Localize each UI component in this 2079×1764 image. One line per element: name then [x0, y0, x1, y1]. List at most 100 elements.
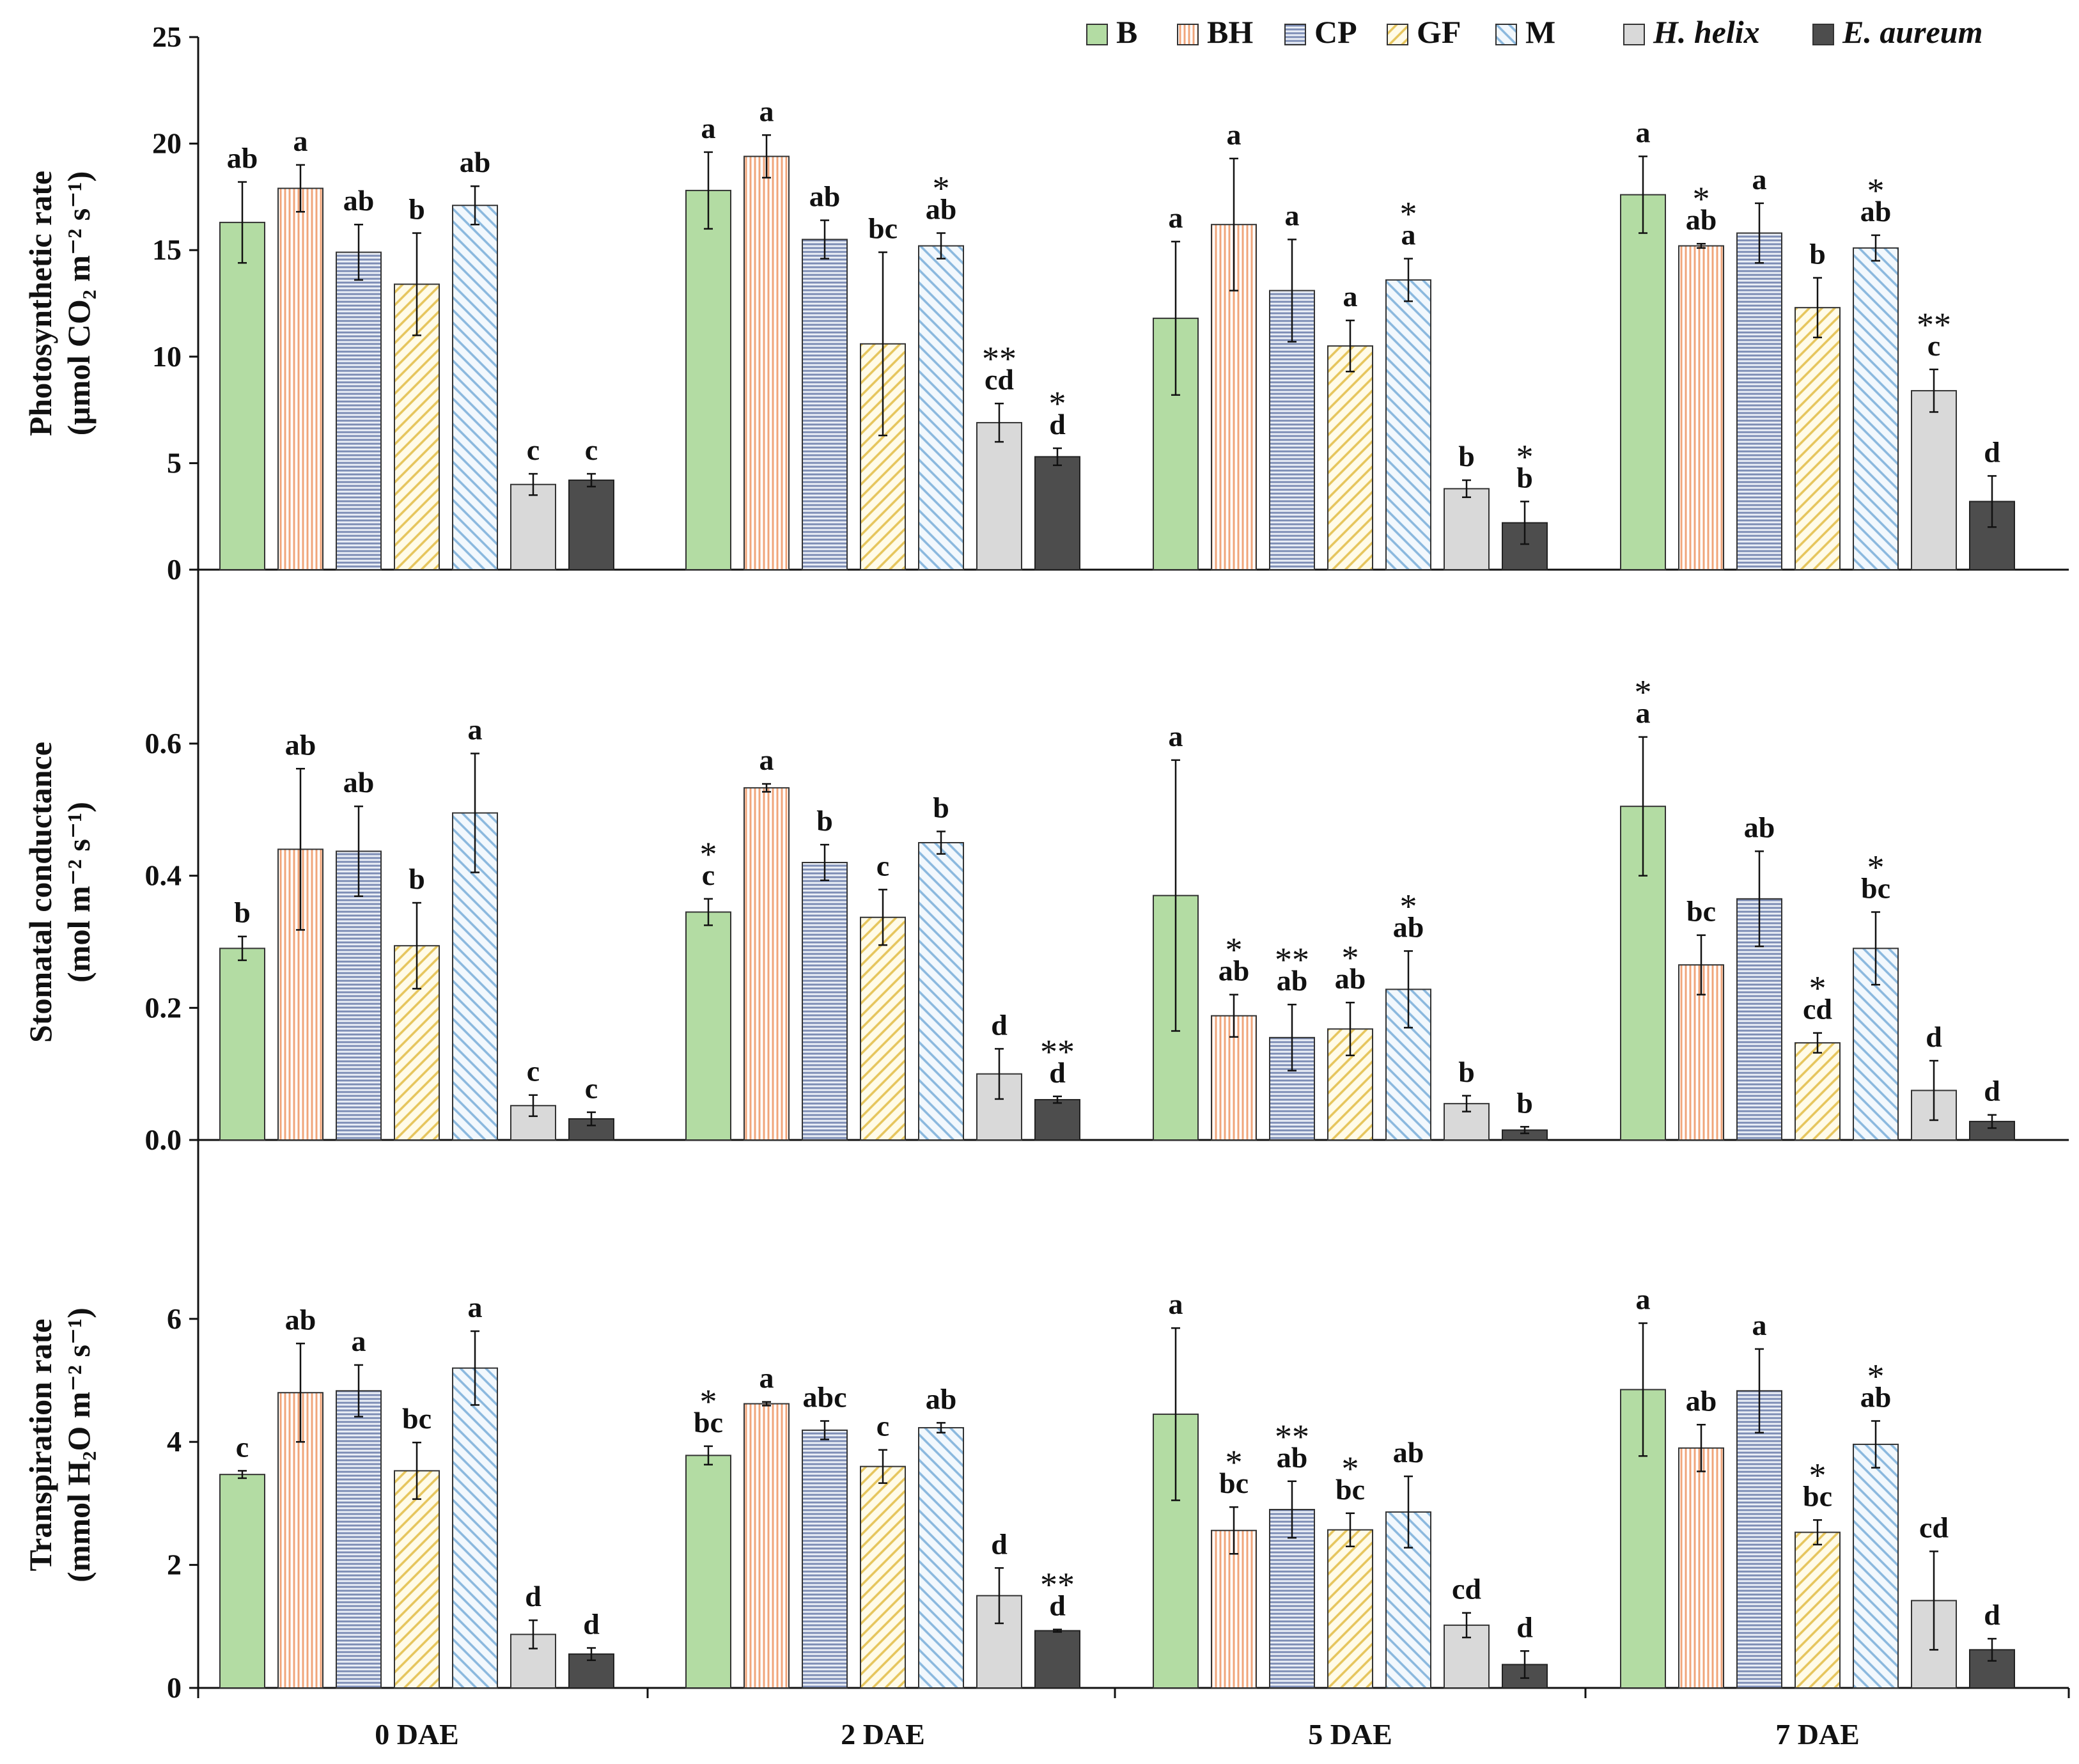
bar-transpiration-m-3 [1853, 1444, 1899, 1689]
significance-letter: a [1752, 1309, 1767, 1341]
legend-label-cp: CP [1314, 14, 1357, 50]
significance-letter: ab [1860, 1380, 1892, 1413]
bar-transpiration-bh-3 [1678, 1447, 1724, 1689]
bar-photosynthetic-hh-0 [510, 483, 556, 570]
x-axis: 0 DAE 2 DAE 5 DAE 7 DAE [375, 1718, 1860, 1751]
panel-photosynthetic: 0 5 10 15 20 25 Photosynthetic rate (μmol CO₂ m… [22, 20, 2069, 586]
significance-letter: c [236, 1430, 249, 1463]
significance-letter: bc [1335, 1473, 1365, 1506]
significance-letter: cd [1452, 1573, 1481, 1605]
bar-photosynthetic-m-3 [1853, 247, 1899, 570]
bar-transpiration-cp-2 [1269, 1509, 1315, 1689]
bar-stomatal-bh-2 [1211, 1015, 1257, 1141]
significance-star: * [700, 1382, 717, 1421]
significance-letter: a [468, 1291, 483, 1323]
y-axis-units-stomatal: (mol m⁻² s⁻¹) [61, 802, 97, 983]
significance-letter: c [876, 1410, 889, 1442]
significance-star: * [1342, 939, 1359, 977]
significance-star: ** [1917, 306, 1951, 344]
significance-letter: ab [285, 1303, 316, 1336]
significance-letter: bc [1861, 872, 1890, 905]
significance-letter: c [876, 849, 889, 882]
significance-letter: bc [1803, 1479, 1832, 1512]
significance-letter: d [991, 1008, 1008, 1041]
bar-transpiration-hh-0 [510, 1634, 556, 1689]
significance-letter: a [1285, 199, 1300, 232]
significance-star: * [1049, 384, 1066, 423]
bar-stomatal-b-0 [219, 948, 265, 1141]
y-tick-label: 20 [152, 127, 182, 160]
significance-letter: ab [285, 728, 316, 761]
significance-letter: a [1752, 163, 1767, 196]
significance-letter: c [527, 1055, 540, 1088]
y-tick-label: 6 [167, 1302, 182, 1335]
significance-letter: d [1984, 1598, 2000, 1631]
legend-label-gf: GF [1417, 14, 1461, 50]
bar-photosynthetic-b-0 [219, 221, 265, 571]
legend-swatch-ea [1812, 24, 1834, 45]
bar-photosynthetic-cp-0 [336, 251, 382, 570]
bar-photosynthetic-m-1 [918, 245, 964, 570]
significance-letter: bc [1686, 895, 1716, 928]
bar-photosynthetic-ea-1 [1034, 456, 1080, 570]
x-category-label: 7 DAE [1775, 1718, 1860, 1751]
significance-star: * [1867, 848, 1885, 887]
bar-transpiration-bh-1 [744, 1403, 790, 1689]
legend-label-hh: H. helix [1653, 14, 1760, 50]
significance-letter: ab [809, 180, 841, 213]
significance-star: * [1400, 887, 1417, 925]
bar-transpiration-cp-1 [802, 1429, 848, 1689]
bar-photosynthetic-b-3 [1620, 194, 1666, 570]
significance-letter: a [1169, 720, 1183, 753]
legend-item-m: M [1495, 14, 1555, 50]
significance-letter: cd [1803, 993, 1832, 1026]
y-tick-label: 0.4 [145, 859, 182, 892]
y-tick-label: 2 [167, 1549, 182, 1581]
significance-letter: ab [343, 184, 375, 217]
significance-letter: b [1458, 1056, 1475, 1088]
significance-letter: b [409, 193, 425, 226]
bar-stomatal-cp-1 [802, 862, 848, 1141]
significance-star: * [1635, 673, 1652, 712]
bar-photosynthetic-hh-1 [976, 422, 1022, 570]
significance-letter: a [759, 95, 774, 127]
bar-transpiration-bh-2 [1211, 1529, 1257, 1689]
bar-stomatal-m-1 [918, 842, 964, 1141]
significance-letter: ab [1686, 1384, 1717, 1417]
significance-star: * [1342, 1449, 1359, 1488]
significance-letter: ab [1277, 1441, 1308, 1474]
bar-photosynthetic-cp-3 [1736, 232, 1782, 570]
significance-letter: ab [1686, 203, 1717, 236]
significance-letter: d [1516, 1611, 1533, 1643]
significance-letter: d [583, 1607, 600, 1640]
legend-item-hh: H. helix [1623, 14, 1760, 50]
significance-letter: c [702, 859, 715, 891]
bar-transpiration-m-1 [918, 1427, 964, 1689]
bar-transpiration-cp-0 [336, 1390, 382, 1689]
significance-letter: a [352, 1325, 366, 1357]
bar-transpiration-ea-1 [1034, 1630, 1080, 1689]
bar-stomatal-cp-0 [336, 850, 382, 1141]
significance-letter: a [759, 1362, 774, 1394]
bar-transpiration-cp-3 [1736, 1390, 1782, 1689]
legend-swatch-b [1086, 24, 1108, 45]
significance-letter: a [293, 125, 308, 157]
significance-letter: ab [1393, 910, 1424, 943]
significance-letter: d [1926, 1020, 1942, 1053]
significance-letter: ab [926, 1382, 957, 1415]
bar-stomatal-bh-1 [744, 787, 790, 1141]
legend-item-gf: GF [1387, 14, 1461, 50]
bar-transpiration-b-0 [219, 1474, 265, 1689]
legend-label-m: M [1525, 14, 1555, 50]
y-tick-label: 25 [152, 20, 182, 53]
bar-transpiration-b-1 [685, 1455, 731, 1689]
legend-item-bh: BH [1177, 14, 1253, 50]
y-axis-title-stomatal: Stomatal conductance [22, 742, 58, 1043]
significance-letter: a [468, 714, 483, 746]
significance-star: ** [1040, 1566, 1075, 1604]
significance-letter: a [701, 112, 716, 144]
significance-letter: b [409, 862, 425, 895]
significance-letter: d [1049, 1589, 1066, 1622]
